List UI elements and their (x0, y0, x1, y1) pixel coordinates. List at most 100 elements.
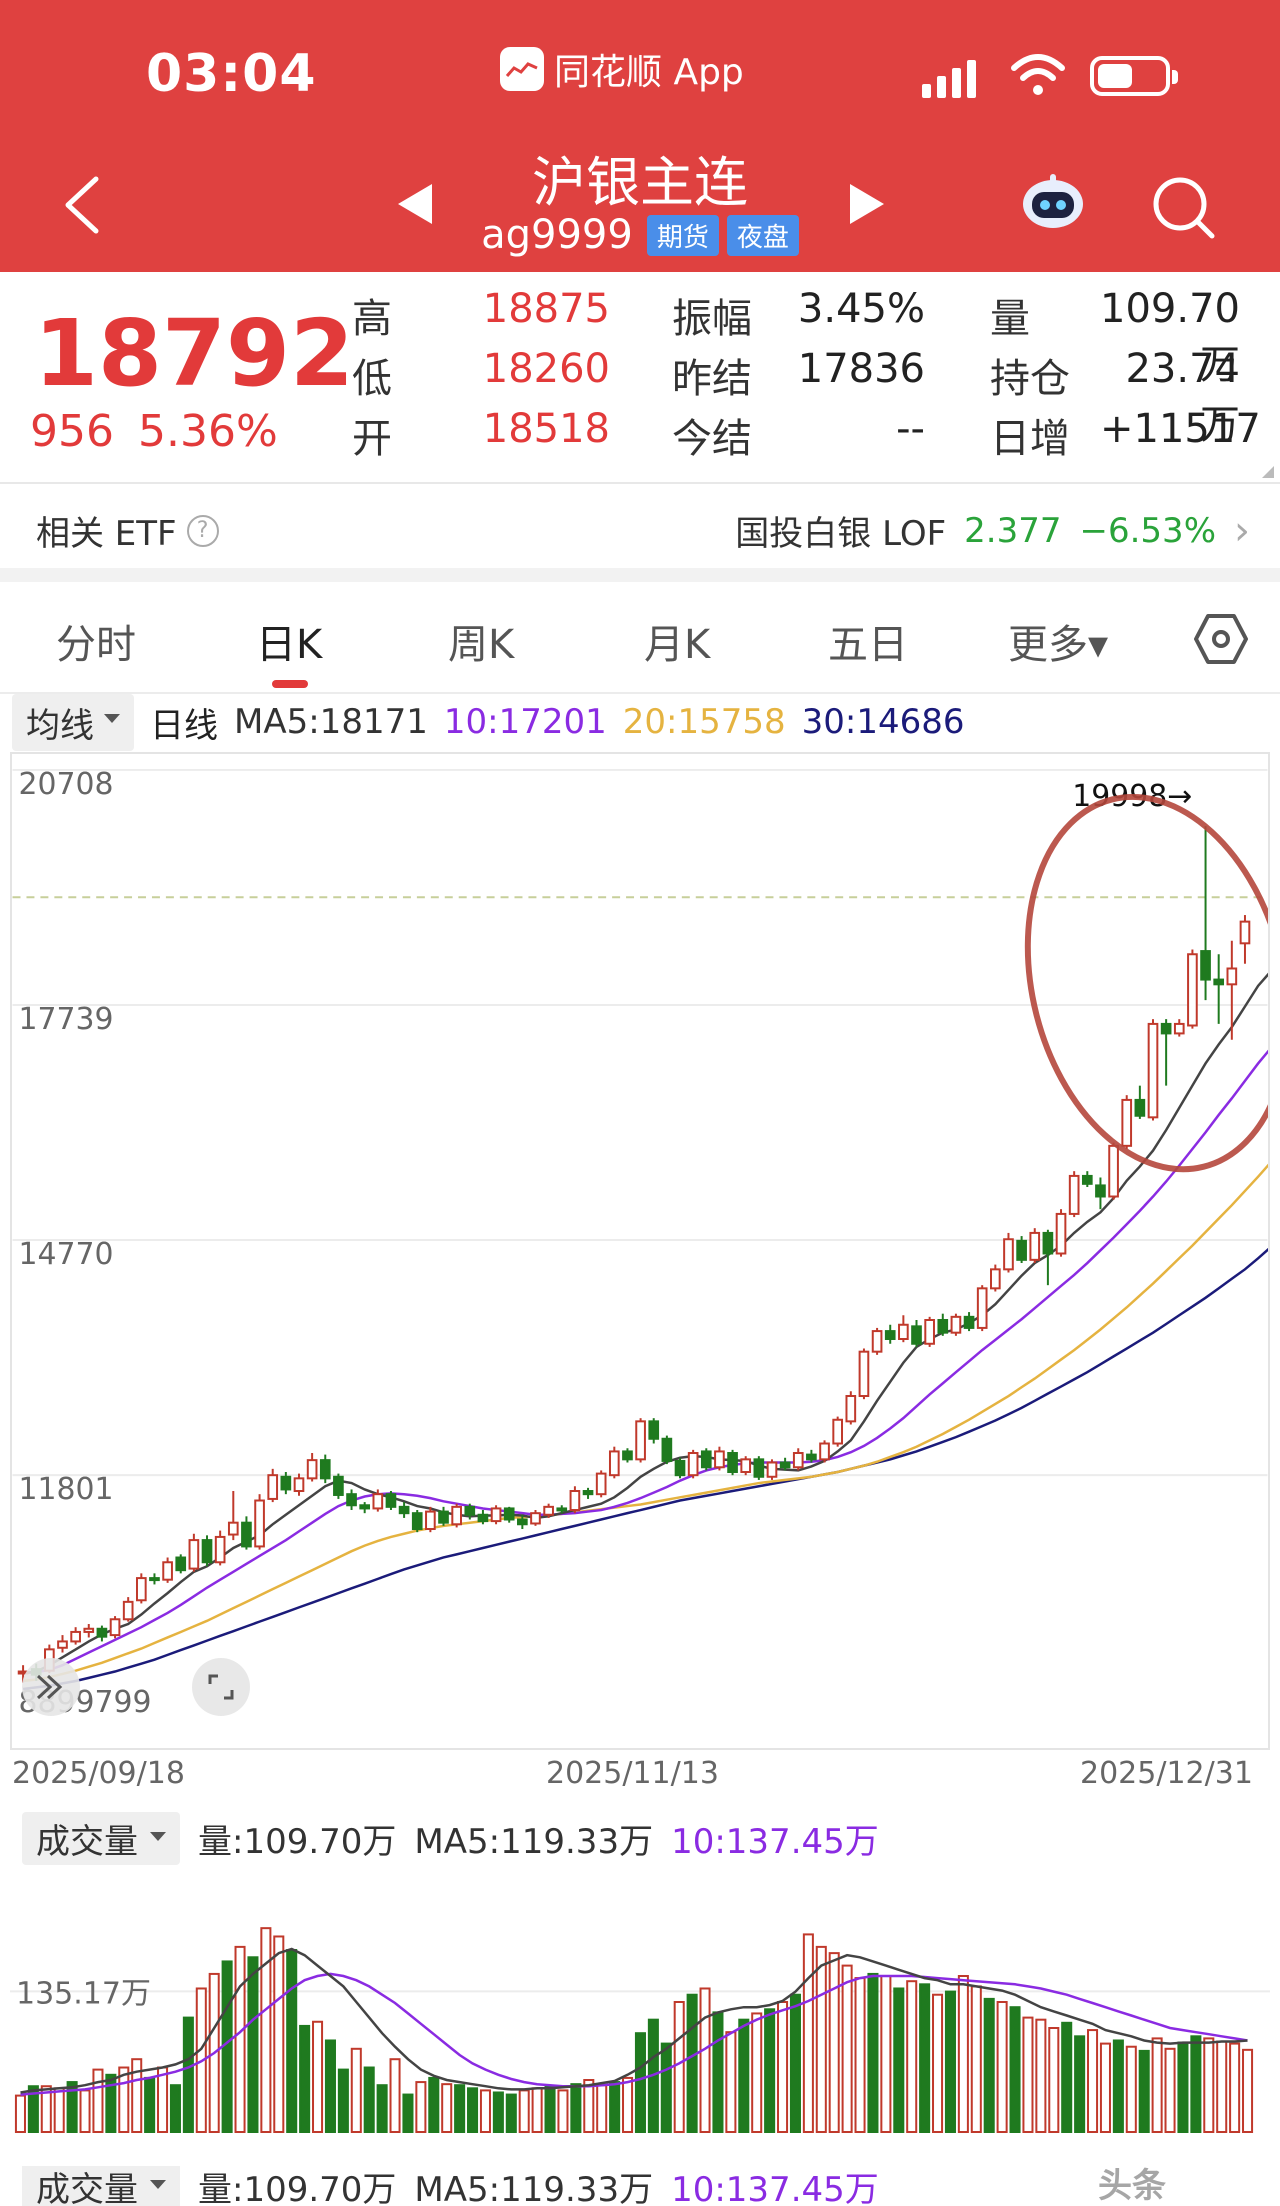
candle-body (70, 1630, 81, 1643)
prev-contract-icon[interactable] (398, 184, 432, 224)
quote-label: 量 (990, 296, 1030, 342)
candle-body (792, 1452, 804, 1469)
divider (0, 482, 1280, 484)
volume-bar (1112, 2039, 1124, 2133)
quote-value: 18875 (482, 286, 610, 332)
candle (1095, 1177, 1106, 1210)
volume-value: 量:109.70万 (198, 1821, 397, 1862)
quote-label: 振幅 (672, 296, 752, 342)
chart-settings-icon[interactable] (1194, 612, 1248, 666)
candle (188, 1533, 200, 1572)
candle-body (871, 1330, 883, 1353)
candle (937, 1313, 949, 1336)
candle (490, 1505, 502, 1525)
candle-body (556, 1507, 568, 1512)
app-label: 同花顺 App (554, 52, 744, 93)
volume-bar (1009, 2006, 1021, 2133)
quote-value: -- (896, 406, 925, 452)
signal-icon (922, 58, 976, 98)
tab-five-day[interactable]: 五日 (828, 622, 908, 668)
candle-body (122, 1600, 134, 1621)
volume-ma5: MA5:119.33万 (414, 1821, 654, 1862)
candle-body (714, 1450, 725, 1469)
highlight-circle (1024, 793, 1268, 1173)
volume-bar (286, 1949, 298, 2133)
volume-indicator-select[interactable]: 成交量 (22, 1811, 180, 1865)
volume-bar (1048, 2027, 1060, 2133)
candle (398, 1502, 410, 1518)
volume-bar (1087, 2029, 1099, 2133)
candle-body (149, 1577, 160, 1582)
volume-bar (441, 2083, 453, 2134)
volume-indicator-select-2[interactable]: 成交量 (22, 2166, 180, 2206)
volume-bar (428, 2076, 440, 2133)
tab-monthly-k[interactable]: 月K (644, 622, 711, 668)
candle-body (1108, 1144, 1119, 1198)
change-value: 956 (30, 406, 114, 457)
fullscreen-button[interactable] (192, 1658, 250, 1716)
indicator-select[interactable]: 均线 (12, 693, 134, 751)
back-icon[interactable] (60, 175, 106, 235)
candle-body (1134, 1098, 1146, 1117)
candle-body (201, 1539, 213, 1564)
volume-bar (415, 2081, 427, 2133)
candle (227, 1491, 239, 1541)
candle (622, 1448, 633, 1463)
tab-timeshare[interactable]: 分时 (56, 622, 136, 668)
volume-bar (634, 2032, 646, 2133)
next-contract-icon[interactable] (850, 184, 884, 224)
candle (911, 1320, 922, 1347)
candle (1147, 1019, 1159, 1121)
volume-bar (777, 2001, 789, 2133)
volume-bar (247, 1956, 259, 2133)
candle (858, 1348, 870, 1400)
candle-body (1042, 1231, 1054, 1255)
candle (372, 1489, 384, 1512)
app-pill[interactable]: 同花顺 App (500, 44, 744, 94)
candle (1029, 1228, 1041, 1264)
candle-body (1187, 953, 1198, 1027)
help-icon[interactable]: ? (186, 514, 219, 547)
y-tick-label: 20708 (19, 767, 114, 802)
candle-body (950, 1315, 962, 1334)
tab-daily-k[interactable]: 日K (256, 622, 323, 668)
related-etf-row[interactable]: 相关 ETF ? 国投白银 LOF 2.377 −6.53% › (0, 486, 1280, 566)
candle (1200, 826, 1211, 1001)
volume-bar (1177, 2041, 1189, 2133)
candle-body (83, 1627, 95, 1633)
volume-bar (169, 2084, 181, 2133)
candle (83, 1624, 95, 1638)
candle-body (727, 1452, 738, 1474)
candle-body (1160, 1022, 1172, 1035)
candle-body (1147, 1022, 1159, 1119)
candle-body (832, 1418, 844, 1445)
volume-chart[interactable]: 135.17万 (10, 1866, 1270, 2138)
candle (280, 1472, 292, 1495)
volume-bar (970, 1985, 982, 2134)
candle (648, 1418, 660, 1444)
search-icon[interactable] (1150, 174, 1216, 240)
expand-left-button[interactable] (22, 1658, 80, 1716)
candle (162, 1557, 173, 1583)
candle (556, 1505, 568, 1514)
candle (1173, 1019, 1185, 1037)
candle (1134, 1085, 1146, 1119)
volume-bar (492, 2091, 504, 2133)
candle (766, 1459, 778, 1480)
expand-corner-icon[interactable] (1262, 466, 1274, 478)
ma20-line (22, 1163, 1268, 1683)
candle (1108, 1142, 1119, 1200)
volume-bar (363, 2066, 375, 2134)
volume-bar (92, 2068, 104, 2134)
tab-more[interactable]: 更多▾ (1008, 622, 1109, 668)
robot-assistant-icon[interactable] (1020, 172, 1086, 232)
futures-badge: 期货 (646, 214, 719, 256)
volume-bar (1203, 2037, 1215, 2133)
candle-body (280, 1475, 292, 1491)
watermark: 头条 (1098, 2166, 1166, 2206)
candle-body (990, 1268, 1001, 1290)
tab-weekly-k[interactable]: 周K (448, 622, 515, 668)
candle-body (845, 1395, 857, 1423)
candle-body (543, 1505, 554, 1516)
